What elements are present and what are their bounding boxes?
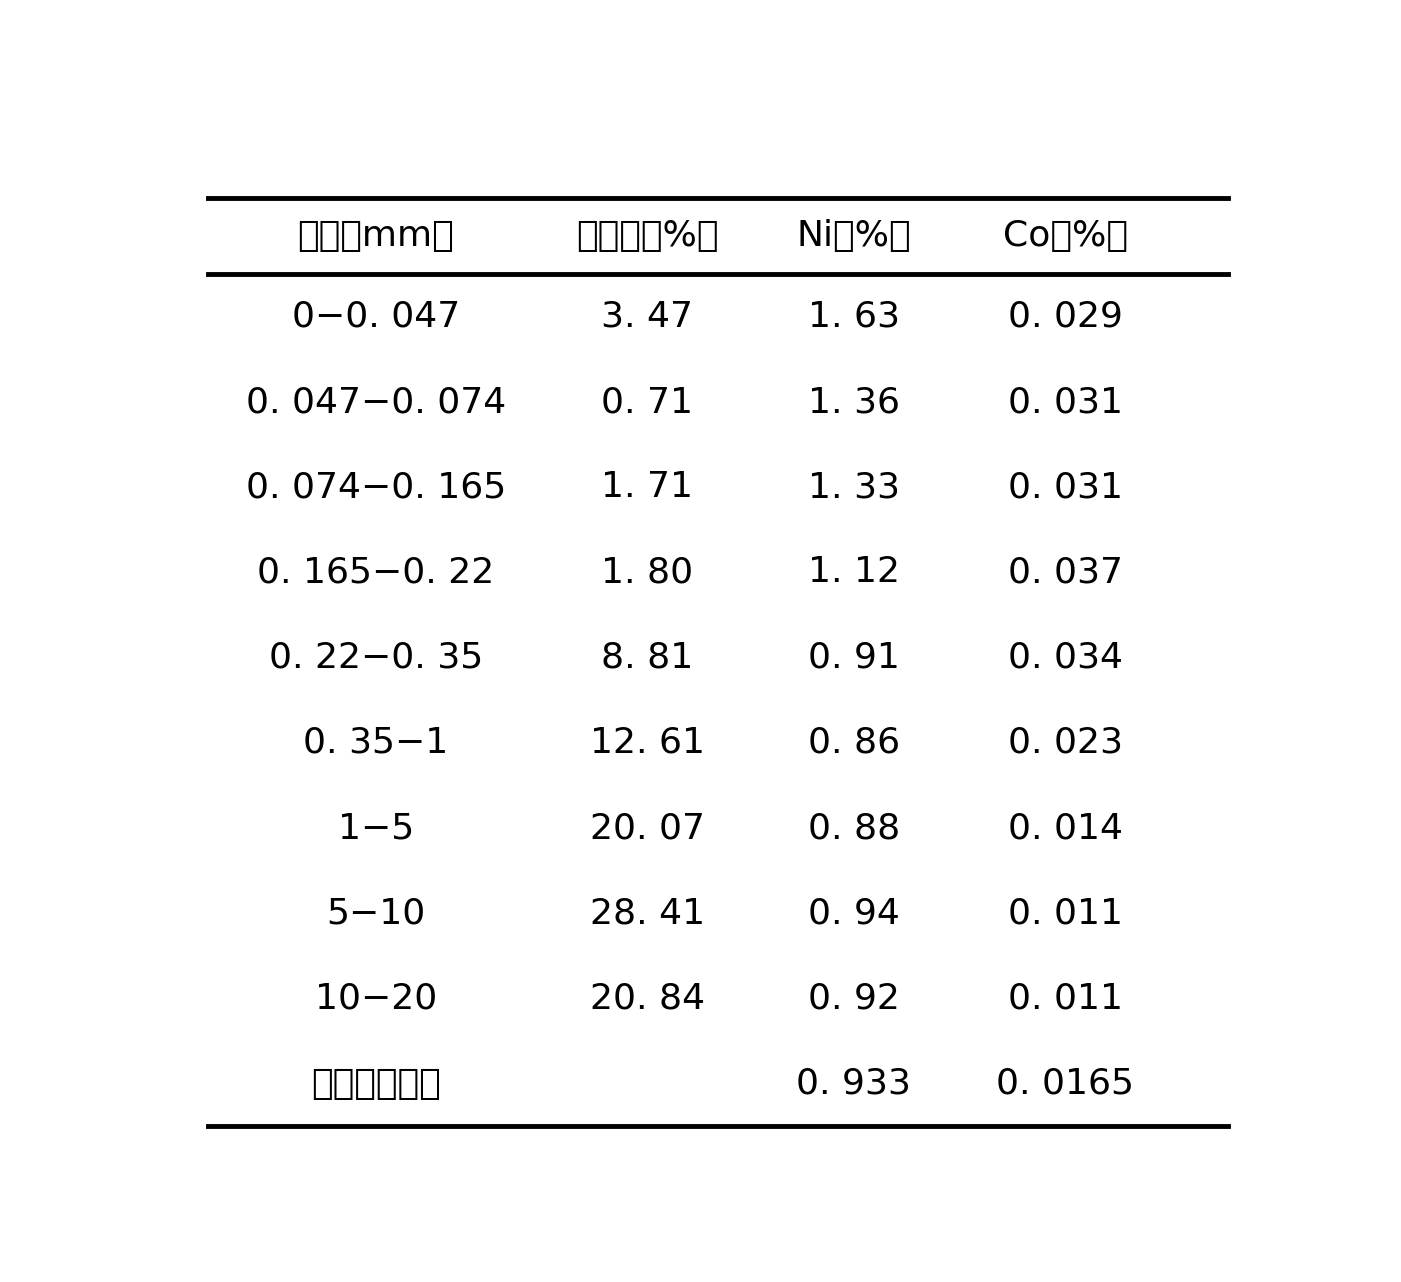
- Text: 0. 029: 0. 029: [1009, 300, 1122, 333]
- Text: 0. 0165: 0. 0165: [996, 1067, 1135, 1100]
- Text: 0. 86: 0. 86: [807, 726, 899, 760]
- Text: 返算原矿品位: 返算原矿品位: [311, 1067, 441, 1100]
- Text: 1−5: 1−5: [338, 812, 415, 845]
- Text: 0. 074−0. 165: 0. 074−0. 165: [245, 470, 506, 504]
- Text: 百分比（%）: 百分比（%）: [576, 219, 719, 254]
- Text: 1. 36: 1. 36: [808, 385, 899, 419]
- Text: 8. 81: 8. 81: [601, 641, 693, 674]
- Text: 0. 91: 0. 91: [808, 641, 899, 674]
- Text: 0. 031: 0. 031: [1007, 385, 1124, 419]
- Text: 20. 07: 20. 07: [590, 812, 705, 845]
- Text: 0. 031: 0. 031: [1007, 470, 1124, 504]
- Text: 0. 014: 0. 014: [1007, 812, 1124, 845]
- Text: 0. 71: 0. 71: [601, 385, 693, 419]
- Text: 1. 63: 1. 63: [808, 300, 899, 333]
- Text: 0. 22−0. 35: 0. 22−0. 35: [269, 641, 483, 674]
- Text: 28. 41: 28. 41: [590, 896, 705, 931]
- Text: 1. 12: 1. 12: [808, 555, 899, 590]
- Text: 0. 034: 0. 034: [1007, 641, 1124, 674]
- Text: 0. 011: 0. 011: [1007, 896, 1124, 931]
- Text: 0. 165−0. 22: 0. 165−0. 22: [258, 555, 495, 590]
- Text: 0. 35−1: 0. 35−1: [304, 726, 448, 760]
- Text: 5−10: 5−10: [326, 896, 426, 931]
- Text: 0. 047−0. 074: 0. 047−0. 074: [245, 385, 506, 419]
- Text: 0−0. 047: 0−0. 047: [291, 300, 460, 333]
- Text: Ni（%）: Ni（%）: [796, 219, 911, 254]
- Text: Co（%）: Co（%）: [1003, 219, 1128, 254]
- Text: 0. 023: 0. 023: [1007, 726, 1124, 760]
- Text: 1. 71: 1. 71: [601, 470, 693, 504]
- Text: 20. 84: 20. 84: [590, 982, 705, 1015]
- Text: 1. 33: 1. 33: [808, 470, 899, 504]
- Text: 12. 61: 12. 61: [590, 726, 705, 760]
- Text: 0. 92: 0. 92: [808, 982, 899, 1015]
- Text: 0. 88: 0. 88: [807, 812, 899, 845]
- Text: 3. 47: 3. 47: [601, 300, 693, 333]
- Text: 0. 94: 0. 94: [808, 896, 899, 931]
- Text: 1. 80: 1. 80: [601, 555, 693, 590]
- Text: 0. 037: 0. 037: [1007, 555, 1124, 590]
- Text: 0. 933: 0. 933: [796, 1067, 911, 1100]
- Text: 粒径（mm）: 粒径（mm）: [297, 219, 454, 254]
- Text: 10−20: 10−20: [315, 982, 437, 1015]
- Text: 0. 011: 0. 011: [1007, 982, 1124, 1015]
